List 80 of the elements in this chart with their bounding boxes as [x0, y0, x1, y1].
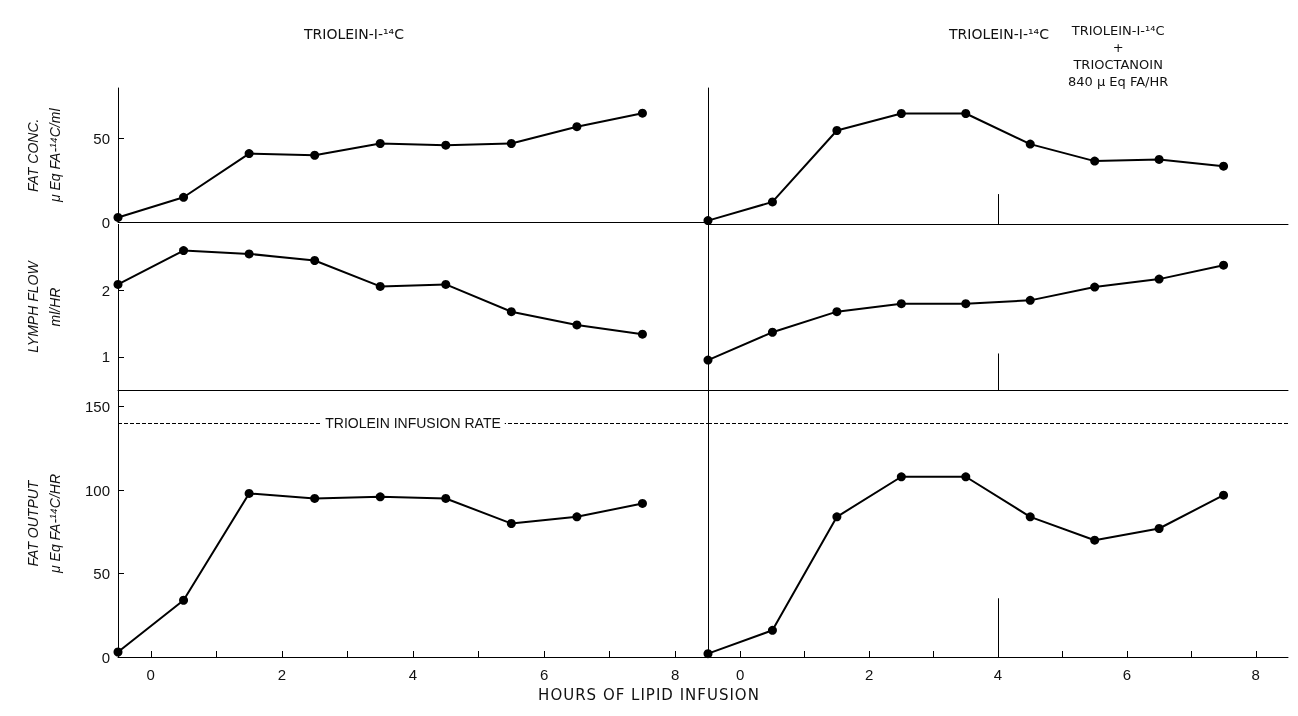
x-tick-label: 0: [146, 666, 155, 683]
point: [961, 299, 971, 309]
point: [637, 329, 647, 339]
ref-line-label: TRIOLEIN-I-¹⁴C + TRIOCTANOIN 840 μ Eq FA/HR: [1068, 23, 1169, 89]
point: [1219, 260, 1229, 270]
point: [506, 307, 516, 317]
chart-title: TRIOLEIN-I-¹⁴C: [948, 26, 1050, 42]
point: [375, 492, 385, 502]
y-axis-title: FAT OUTPUT μ Eq FA-¹⁴C/HR: [25, 473, 63, 575]
x-tick-label: 2: [864, 666, 874, 683]
point: [961, 472, 971, 482]
y-tick-label: 50: [93, 565, 110, 583]
y-tick-label: 0: [101, 214, 110, 231]
point: [179, 192, 189, 202]
point: [310, 256, 320, 266]
y-axis-title: LYMPH FLOW ml/HR: [25, 259, 63, 353]
y-tick-label: 150: [84, 398, 110, 416]
point: [896, 299, 906, 309]
point: [832, 307, 842, 317]
x-tick-label: 8: [1251, 666, 1260, 683]
point: [832, 126, 842, 135]
x-tick-label: 6: [1122, 666, 1132, 683]
point: [637, 108, 647, 118]
point: [441, 140, 451, 150]
point: [375, 281, 385, 291]
point: [1090, 282, 1100, 292]
ref-line-label: TRIOLEIN INFUSION RATE: [325, 415, 501, 432]
point: [310, 493, 320, 503]
point: [703, 216, 713, 226]
y-tick-label: 50: [93, 129, 110, 147]
point: [375, 138, 385, 148]
point: [113, 212, 123, 222]
point: [1090, 535, 1100, 545]
point: [506, 138, 516, 148]
point: [703, 649, 713, 659]
y-tick-label: 100: [84, 481, 110, 499]
x-tick-label: 0: [736, 666, 745, 683]
point: [572, 512, 582, 522]
x-tick-label: 6: [539, 666, 549, 683]
point: [244, 249, 254, 259]
x-tick-label: 8: [671, 666, 680, 683]
x-axis-title: HOURS OF LIPID INFUSION: [537, 686, 761, 704]
point: [179, 246, 189, 256]
point: [896, 109, 906, 118]
point: [572, 320, 582, 330]
x-tick-label: 4: [993, 666, 1003, 683]
y-axis-title: FAT CONC. μ Eq FA-¹⁴C/ml: [25, 107, 63, 204]
point: [832, 512, 842, 522]
point: [1154, 524, 1164, 533]
point: [179, 595, 189, 605]
point: [506, 519, 516, 528]
point: [703, 355, 713, 365]
point: [1154, 154, 1164, 164]
point: [244, 149, 254, 159]
point: [310, 150, 320, 160]
point: [637, 498, 647, 508]
point: [1219, 161, 1229, 171]
point: [1025, 512, 1035, 522]
chart-title: TRIOLEIN-I-¹⁴C: [303, 26, 405, 42]
x-tick-label: 4: [408, 666, 418, 683]
point: [441, 279, 451, 289]
point: [113, 279, 123, 289]
y-tick-label: 2: [101, 281, 110, 299]
y-tick-label: 1: [101, 348, 110, 366]
point: [767, 625, 777, 635]
point: [767, 327, 777, 337]
point: [572, 122, 582, 132]
point: [1154, 274, 1164, 284]
point: [441, 493, 451, 503]
point: [767, 197, 777, 207]
point: [1090, 156, 1100, 166]
point: [896, 472, 906, 482]
point: [244, 488, 254, 498]
point: [1025, 295, 1035, 305]
point: [961, 109, 971, 118]
point: [1025, 139, 1035, 149]
point: [1219, 490, 1229, 500]
x-tick-label: 2: [277, 666, 287, 683]
point: [113, 647, 123, 657]
y-tick-label: 0: [101, 648, 110, 666]
